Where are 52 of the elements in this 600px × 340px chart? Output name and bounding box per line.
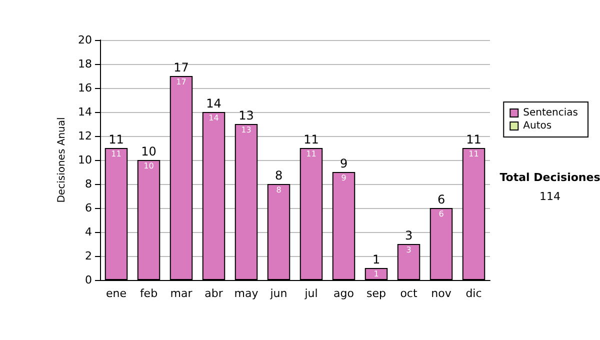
data-label: 9 — [341, 174, 346, 182]
data-label: 11 — [111, 150, 122, 158]
y-tick-label: 14 — [78, 106, 92, 118]
total-label: 11 — [304, 132, 319, 146]
text: Total Decisiones — [500, 171, 600, 184]
y-tick-label: 20 — [78, 34, 92, 46]
x-tick-label: sep — [366, 287, 386, 300]
x-tick-label: mar — [170, 287, 193, 300]
data-label: 11 — [306, 150, 316, 158]
data-label: 10 — [144, 162, 154, 170]
total-label: 11 — [466, 132, 482, 146]
total-label: 17 — [174, 60, 189, 74]
x-tick-label: ago — [334, 287, 354, 300]
total-label: 1 — [372, 252, 380, 266]
legend-label: Sentencias — [523, 108, 578, 118]
y-tick-label: 0 — [85, 274, 92, 286]
data-label: 17 — [176, 78, 186, 86]
x-tick-label: jul — [304, 287, 318, 300]
y-tick-label: 2 — [85, 250, 92, 262]
y-tick-label: 12 — [78, 130, 92, 142]
x-tick-label: ene — [106, 287, 127, 300]
data-label: 8 — [276, 186, 282, 194]
total-label: 13 — [238, 108, 254, 122]
y-tick-label: 6 — [85, 202, 92, 214]
y-tick-label: 8 — [85, 178, 92, 190]
y-tick-label: 16 — [78, 82, 92, 94]
y-axis-title: Decisiones Anual — [56, 117, 68, 203]
total-label: 14 — [206, 96, 222, 110]
data-label: 6 — [438, 210, 444, 218]
total-label: 8 — [274, 168, 283, 182]
x-tick-label: jun — [269, 287, 288, 300]
total-label: 9 — [340, 156, 348, 170]
legend-label: Autos — [523, 120, 552, 132]
x-tick-label: oct — [400, 287, 418, 300]
data-label: 14 — [208, 114, 219, 122]
total-label: 11 — [108, 132, 124, 146]
data-label: 11 — [468, 150, 479, 158]
data-label: 13 — [241, 126, 252, 134]
y-tick-label: 10 — [78, 154, 92, 166]
data-label: 1 — [374, 270, 379, 278]
text: 114 — [540, 190, 560, 203]
total-label: 10 — [141, 144, 156, 158]
data-label: 3 — [406, 246, 412, 254]
x-tick-label: may — [234, 287, 259, 300]
total-label: 3 — [404, 228, 413, 242]
x-tick-label: dic — [466, 287, 482, 300]
x-tick-label: feb — [140, 287, 158, 300]
total-label: 6 — [437, 192, 446, 206]
x-tick-label: nov — [431, 287, 452, 300]
y-tick-label: 4 — [85, 226, 92, 238]
y-tick-label: 18 — [78, 58, 92, 70]
x-tick-label: abr — [204, 287, 224, 300]
